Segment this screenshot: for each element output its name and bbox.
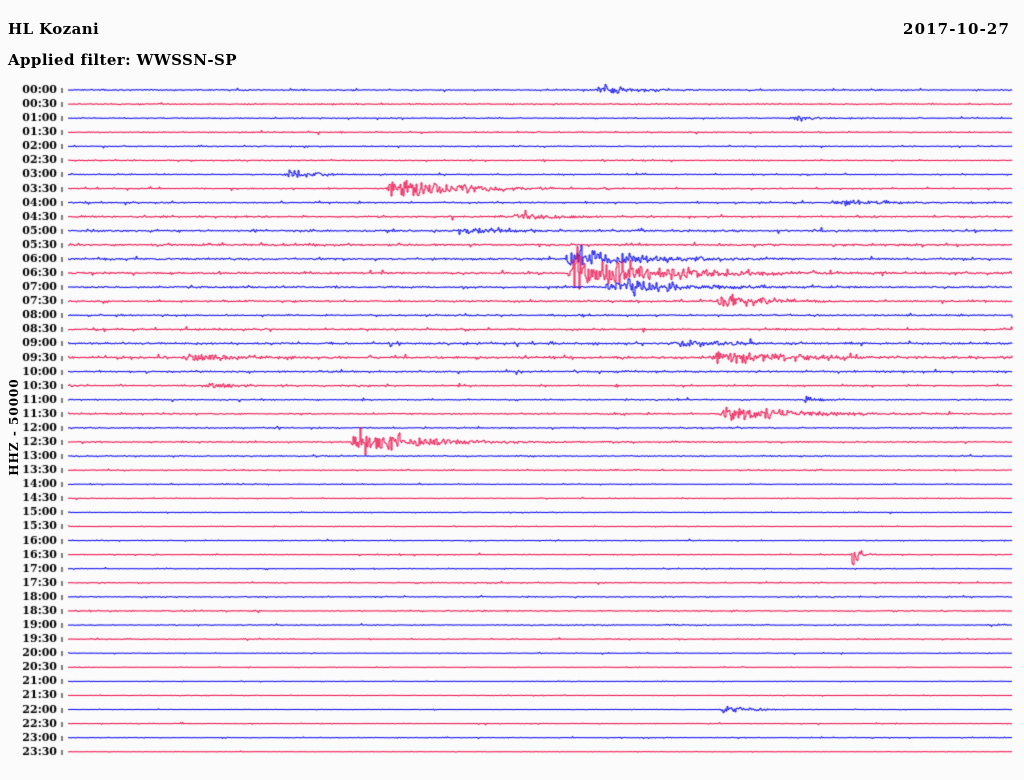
seismogram-canvas <box>0 0 1024 780</box>
helicorder-page: HL Kozani 2017-10-27 Applied filter: WWS… <box>0 0 1024 780</box>
